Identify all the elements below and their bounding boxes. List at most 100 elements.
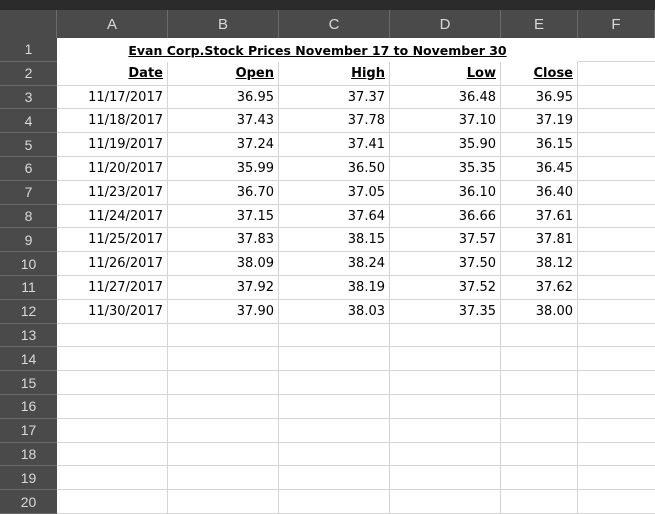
data-cell[interactable]: 38.00 <box>535 303 573 319</box>
data-cell[interactable]: 37.57 <box>458 232 496 248</box>
data-cell[interactable]: 37.05 <box>347 184 385 200</box>
row-gridline <box>57 489 655 491</box>
data-cell[interactable]: 36.48 <box>458 89 496 105</box>
column-gridline <box>278 61 279 514</box>
data-cell[interactable]: 37.52 <box>458 280 496 295</box>
data-cell[interactable]: 36.95 <box>236 89 274 105</box>
row-gridline <box>57 203 655 205</box>
row-header-10[interactable]: 10 <box>0 252 57 276</box>
data-cell[interactable]: 11/17/2017 <box>88 89 163 105</box>
data-cell[interactable]: 38.12 <box>535 256 573 272</box>
row-gridline <box>57 441 655 443</box>
header-cell-close[interactable]: Close <box>533 65 573 81</box>
row-header-6[interactable]: 6 <box>0 157 57 181</box>
data-cell[interactable]: 37.81 <box>535 232 573 248</box>
data-cell[interactable]: 11/23/2017 <box>88 184 163 200</box>
data-cell[interactable]: 37.64 <box>347 208 385 224</box>
data-cell[interactable]: 36.95 <box>535 89 573 105</box>
row-header-16[interactable]: 16 <box>0 395 57 419</box>
data-cell[interactable]: 37.10 <box>458 113 496 129</box>
row-header-20[interactable]: 20 <box>0 490 57 514</box>
row-header-18[interactable]: 18 <box>0 442 57 467</box>
data-cell[interactable]: 36.15 <box>535 137 573 153</box>
column-gridline <box>389 61 390 514</box>
data-cell[interactable]: 36.70 <box>236 184 274 200</box>
data-cell[interactable]: 36.40 <box>535 184 573 200</box>
row-header-15[interactable]: 15 <box>0 371 57 395</box>
column-header-c[interactable]: C <box>279 10 390 38</box>
cell-grid[interactable]: Evan Corp.Stock Prices November 17 to No… <box>57 38 655 514</box>
column-header-a[interactable]: A <box>57 10 168 38</box>
data-cell[interactable]: 11/18/2017 <box>88 113 163 129</box>
toolbar-strip <box>0 0 655 10</box>
header-cell-low[interactable]: Low <box>466 65 496 81</box>
row-header-17[interactable]: 17 <box>0 418 57 443</box>
sheet-title[interactable]: Evan Corp.Stock Prices November 17 to No… <box>57 38 578 62</box>
row-gridline <box>57 156 655 157</box>
column-header-e[interactable]: E <box>501 10 578 38</box>
header-cell-high[interactable]: High <box>351 65 385 81</box>
data-cell[interactable]: 36.45 <box>535 161 573 176</box>
data-cell[interactable]: 37.50 <box>458 256 496 272</box>
data-cell[interactable]: 37.62 <box>535 280 573 295</box>
data-cell[interactable]: 38.03 <box>347 303 385 319</box>
data-cell[interactable]: 38.19 <box>347 280 385 295</box>
row-header-4[interactable]: 4 <box>0 109 57 134</box>
data-cell[interactable]: 37.92 <box>236 280 274 295</box>
data-cell[interactable]: 35.90 <box>458 137 496 153</box>
data-cell[interactable]: 37.41 <box>347 137 385 153</box>
select-all-corner[interactable] <box>0 10 57 38</box>
data-cell[interactable]: 37.43 <box>236 113 274 129</box>
row-gridline <box>57 370 655 372</box>
row-header-14[interactable]: 14 <box>0 347 57 372</box>
data-cell[interactable]: 37.37 <box>347 89 385 105</box>
column-gridline <box>577 38 578 514</box>
data-cell[interactable]: 11/27/2017 <box>88 280 163 295</box>
data-cell[interactable]: 37.83 <box>236 232 274 248</box>
header-cell-open[interactable]: Open <box>235 65 274 81</box>
column-header-f[interactable]: F <box>578 10 655 38</box>
row-header-12[interactable]: 12 <box>0 299 57 324</box>
row-header-7[interactable]: 7 <box>0 180 57 205</box>
data-cell[interactable]: 11/25/2017 <box>88 232 163 248</box>
data-cell[interactable]: 11/26/2017 <box>88 256 163 272</box>
data-cell[interactable]: 11/20/2017 <box>88 161 163 176</box>
data-cell[interactable]: 37.61 <box>535 208 573 224</box>
row-header-2[interactable]: 2 <box>0 61 57 86</box>
column-header-b[interactable]: B <box>168 10 279 38</box>
data-cell[interactable]: 35.99 <box>236 161 274 176</box>
data-cell[interactable]: 37.15 <box>236 208 274 224</box>
row-gridline <box>57 298 655 300</box>
data-cell[interactable]: 38.09 <box>236 256 274 272</box>
row-header-19[interactable]: 19 <box>0 466 57 491</box>
data-cell[interactable]: 36.10 <box>458 184 496 200</box>
data-cell[interactable]: 37.19 <box>535 113 573 129</box>
data-cell[interactable]: 37.90 <box>236 303 274 319</box>
data-cell[interactable]: 36.66 <box>458 208 496 224</box>
row-header-11[interactable]: 11 <box>0 276 57 300</box>
data-cell[interactable]: 11/24/2017 <box>88 208 163 224</box>
row-gridline <box>57 346 655 348</box>
data-cell[interactable]: 35.35 <box>458 161 496 176</box>
data-cell[interactable]: 11/30/2017 <box>88 303 163 319</box>
column-gridline <box>500 61 501 514</box>
row-header-13[interactable]: 13 <box>0 323 57 348</box>
data-cell[interactable]: 37.35 <box>458 303 496 319</box>
column-header-d[interactable]: D <box>390 10 501 38</box>
data-cell[interactable]: 11/19/2017 <box>88 137 163 153</box>
data-cell[interactable]: 38.15 <box>347 232 385 248</box>
row-header-5[interactable]: 5 <box>0 133 57 157</box>
header-cell-date[interactable]: Date <box>128 65 163 81</box>
data-cell[interactable]: 38.24 <box>347 256 385 272</box>
row-header-3[interactable]: 3 <box>0 85 57 110</box>
row-gridline <box>57 132 655 134</box>
row-gridline <box>57 465 655 467</box>
data-cell[interactable]: 37.24 <box>236 137 274 153</box>
row-header-1[interactable]: 1 <box>0 38 57 62</box>
data-cell[interactable]: 37.78 <box>347 113 385 129</box>
row-header-8[interactable]: 8 <box>0 204 57 229</box>
row-gridline <box>57 84 655 86</box>
row-header-9[interactable]: 9 <box>0 228 57 253</box>
row-gridline <box>57 179 655 181</box>
data-cell[interactable]: 36.50 <box>347 161 385 176</box>
